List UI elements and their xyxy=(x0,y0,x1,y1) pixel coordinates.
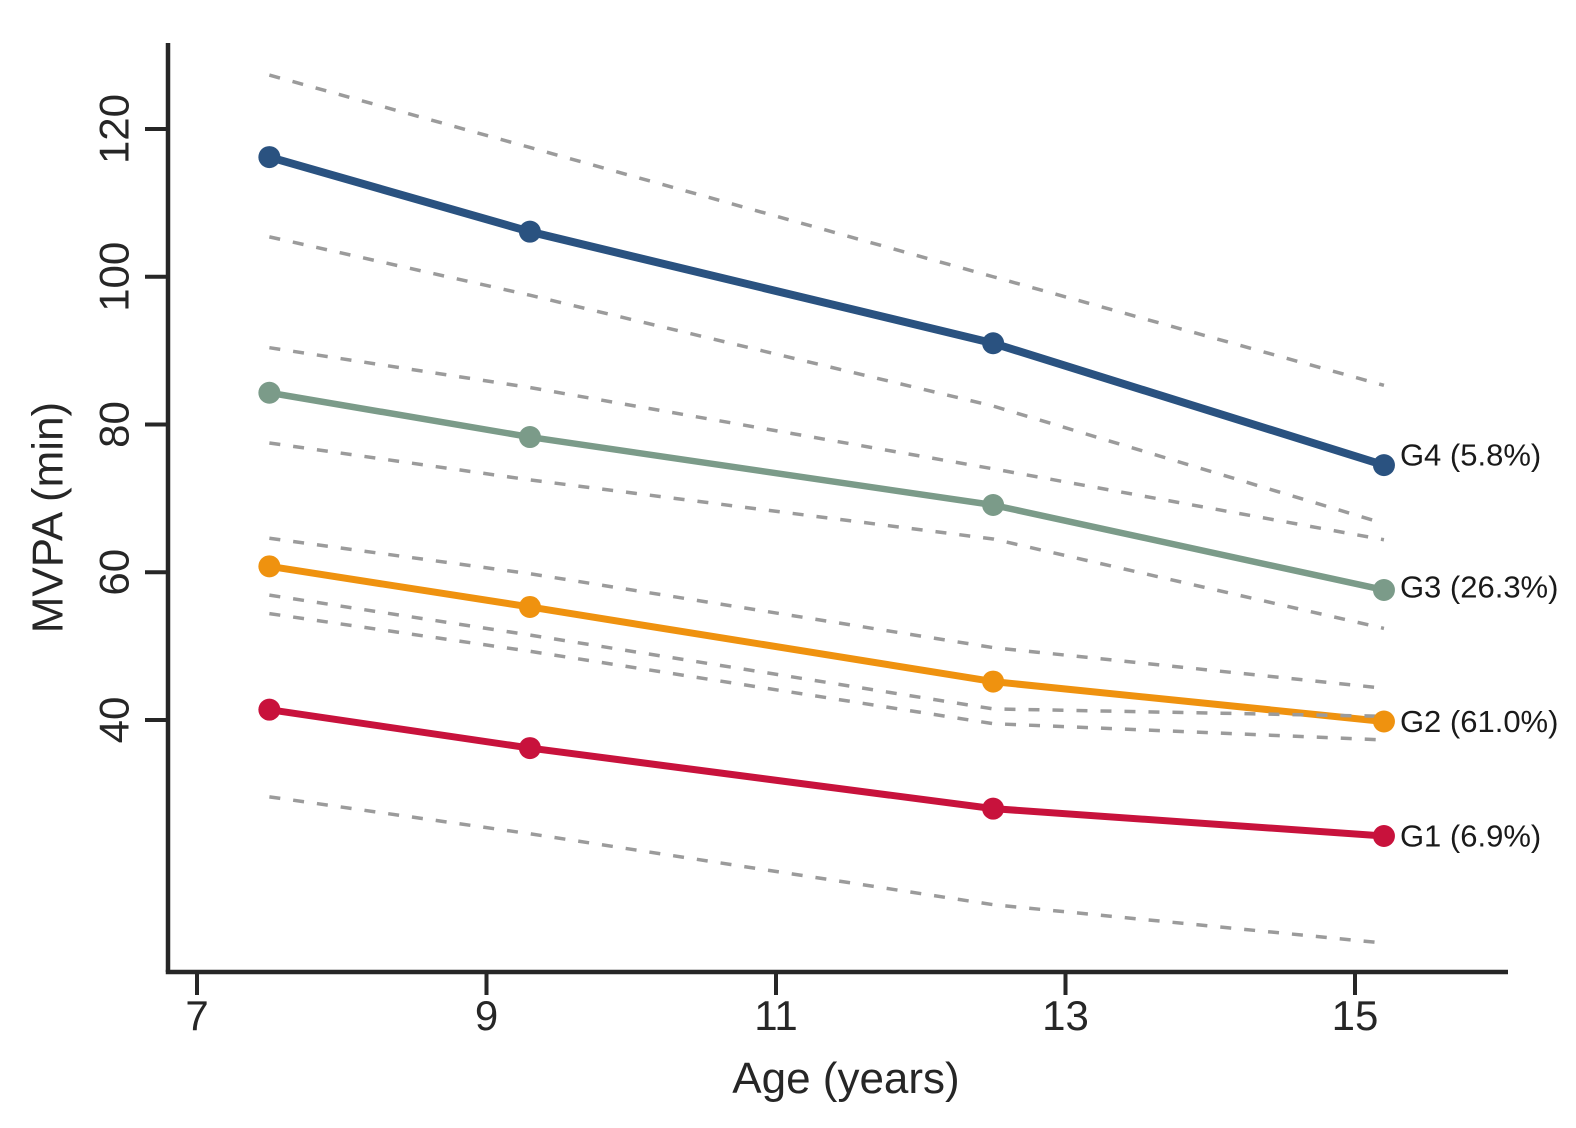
data-point-G4 xyxy=(518,220,541,243)
data-point-G1 xyxy=(518,737,541,760)
y-tick-label: 100 xyxy=(91,242,138,312)
data-point-G1 xyxy=(1372,824,1395,847)
data-point-G2 xyxy=(258,555,281,578)
data-point-G4 xyxy=(1372,454,1395,477)
series-line-G4 xyxy=(265,153,1388,470)
y-axis-title: MVPA (min) xyxy=(24,402,73,633)
data-point-G3 xyxy=(258,381,281,404)
data-point-G1 xyxy=(258,698,281,721)
x-tick-label: 15 xyxy=(1332,992,1379,1039)
data-point-G2 xyxy=(982,670,1005,693)
x-tick-label: 9 xyxy=(475,992,498,1039)
data-point-G3 xyxy=(518,426,541,449)
data-point-G3 xyxy=(1372,578,1395,601)
x-tick-label: 11 xyxy=(754,992,798,1039)
data-point-G4 xyxy=(982,332,1005,355)
data-point-G2 xyxy=(1372,710,1395,733)
series-label-G1: G1 (6.9%) xyxy=(1400,818,1541,853)
y-tick-label: 80 xyxy=(91,401,138,448)
x-tick-label: 13 xyxy=(1042,992,1089,1039)
data-point-G3 xyxy=(982,494,1005,517)
data-point-G4 xyxy=(258,146,281,169)
y-tick-label: 60 xyxy=(91,549,138,596)
series-line-G3 xyxy=(266,389,1388,594)
series-line-G1 xyxy=(265,706,1388,840)
ci-line-G4-upper xyxy=(268,73,1385,388)
series-label-G3: G3 (26.3%) xyxy=(1400,569,1559,604)
x-tick-label: 7 xyxy=(185,992,208,1039)
series-label-G4: G4 (5.8%) xyxy=(1400,438,1541,473)
y-tick-label: 120 xyxy=(91,94,138,164)
x-axis-title: Age (years) xyxy=(732,1054,959,1103)
y-tick-label: 40 xyxy=(91,697,138,744)
series-line-G2 xyxy=(265,562,1388,725)
series-label-G2: G2 (61.0%) xyxy=(1400,704,1559,739)
ci-line-G4-lower xyxy=(268,235,1385,526)
data-point-G2 xyxy=(518,595,541,618)
data-point-G1 xyxy=(982,797,1005,820)
